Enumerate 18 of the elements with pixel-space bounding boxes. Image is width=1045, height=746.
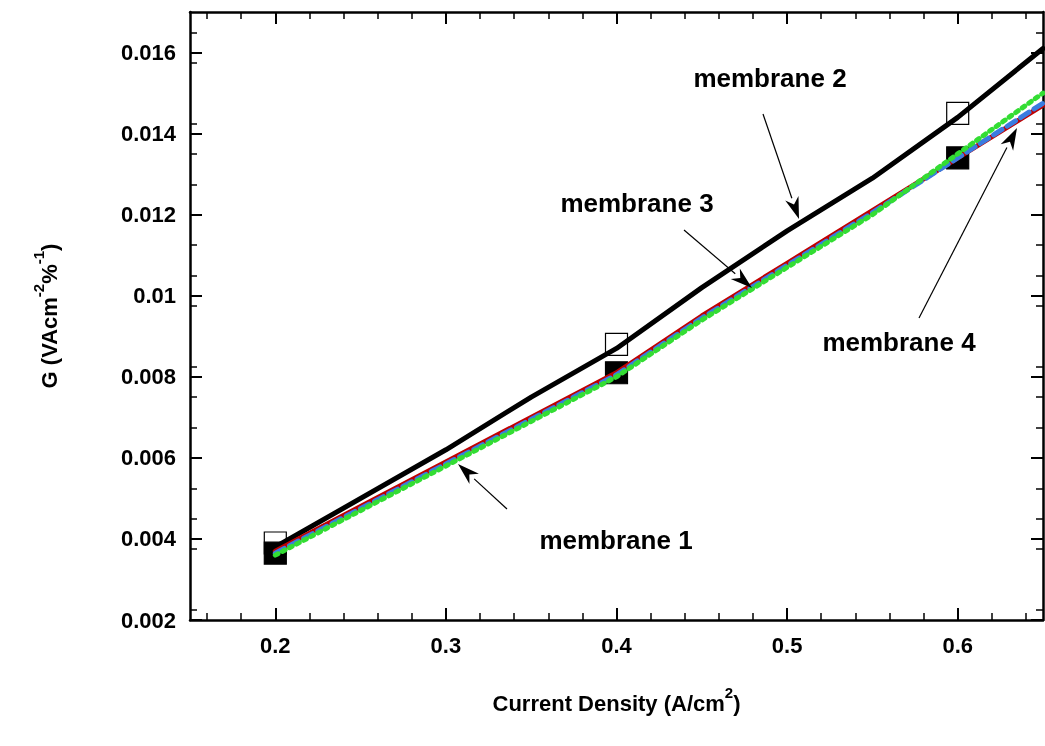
annotation: membrane 3 [560,188,714,218]
annotation: membrane 1 [539,525,693,555]
y-tick-label: 0.008 [120,364,176,390]
x-tick-label: 0.2 [260,632,291,658]
y-tick-label: 0.004 [120,526,177,552]
y-tick-label: 0.002 [120,607,176,633]
y-axis-title: G (VAcm-2%-1) [30,243,62,389]
x-tick-label: 0.6 [942,632,973,658]
y-tick-label: 0.01 [133,283,176,309]
annotation: membrane 4 [822,327,977,357]
annotation: membrane 2 [693,63,847,93]
x-tick-label: 0.3 [430,632,462,658]
y-tick-label: 0.014 [120,121,177,147]
y-tick-label: 0.012 [120,202,176,228]
y-tick-label: 0.016 [120,40,176,66]
x-tick-label: 0.4 [601,632,633,658]
x-tick-label: 0.5 [771,632,803,658]
y-tick-label: 0.006 [120,445,176,471]
